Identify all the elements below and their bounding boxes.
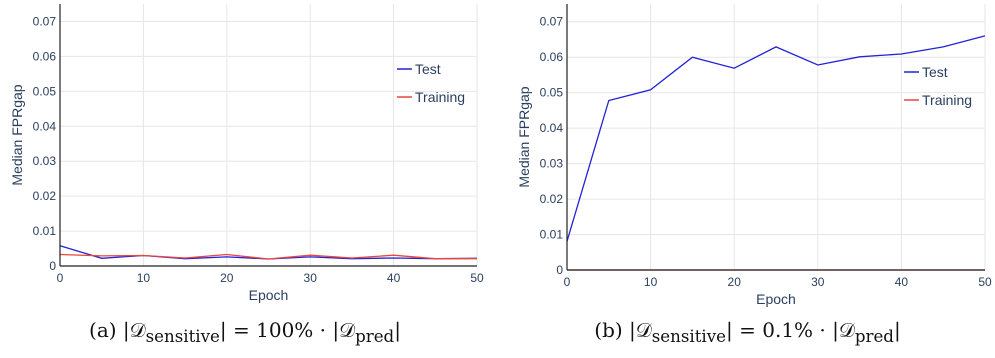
chart-a-xtick-label-2: 20 [220, 271, 234, 285]
chart-b-ytick-label-2: 0.02 [540, 192, 564, 206]
caption-b-prefix: (b) |𝒟 [594, 318, 652, 342]
chart-panel-b: 0 0.01 0.02 0.03 0.04 0.05 0.06 0.07 0 10 20 30 40 50… [500, 0, 995, 358]
chart-b-x-axis-title: Epoch [756, 291, 796, 307]
chart-b-ytick-label-6: 0.06 [540, 50, 564, 64]
chart-b-legend-label-test: Test [922, 64, 948, 80]
chart-a-ytick-label-1: 0.01 [33, 224, 57, 238]
chart-a-xtick-label-5: 50 [470, 271, 484, 285]
chart-a-ytick-label-5: 0.05 [33, 84, 57, 98]
caption-b-sub1: sensitive [651, 327, 727, 346]
chart-a-ytick-label-3: 0.03 [33, 154, 57, 168]
caption-a-middle: | = 100% · |𝒟 [219, 318, 356, 342]
chart-b-xtick-label-0: 0 [564, 275, 571, 289]
chart-b-ytick-label-3: 0.03 [540, 157, 564, 171]
chart-b-series-line-test [566, 35, 986, 242]
chart-b-y-axis-title: Median FPRgap [516, 86, 532, 187]
caption-b-sub2: pred [854, 327, 894, 346]
chart-a-ytick-label-4: 0.04 [33, 119, 57, 133]
caption-b: (b) |𝒟sensitive| = 0.1% · |𝒟pred| [500, 318, 995, 346]
caption-a-sub2: pred [355, 327, 395, 346]
chart-b-xtick-label-5: 50 [978, 275, 992, 289]
chart-a-legend-label-training: Training [415, 89, 465, 105]
chart-b-ytick-label-4: 0.04 [540, 121, 564, 135]
caption-a-suffix: | [394, 318, 401, 342]
chart-a-legend-label-test: Test [415, 61, 441, 77]
chart-a-xtick-label-3: 30 [304, 271, 318, 285]
chart-a-series-line-training [59, 253, 477, 260]
chart-a-ytick-label-0: 0 [49, 259, 56, 273]
chart-b-svg: 0 0.01 0.02 0.03 0.04 0.05 0.06 0.07 0 10 20 30 40 50… [516, 4, 992, 307]
chart-a-svg: 0 0.01 0.02 0.03 0.04 0.05 0.06 0.07 0 10 20 30 40 50… [9, 4, 484, 303]
chart-b-legend-label-training: Training [922, 92, 972, 108]
caption-a: (a) |𝒟sensitive| = 100% · |𝒟pred| [0, 318, 490, 346]
chart-a-ytick-label-7: 0.07 [33, 14, 57, 28]
chart-a-x-axis-title: Epoch [249, 287, 289, 303]
chart-a-xtick-label-4: 40 [387, 271, 401, 285]
chart-a-y-axis-title: Median FPRgap [9, 84, 25, 185]
chart-a-xtick-label-1: 10 [137, 271, 151, 285]
chart-a-ytick-label-2: 0.02 [33, 189, 57, 203]
chart-b-xtick-label-4: 40 [895, 275, 909, 289]
caption-a-prefix: (a) |𝒟 [89, 318, 146, 342]
chart-b-ytick-label-1: 0.01 [540, 228, 564, 242]
chart-b-ytick-label-5: 0.05 [540, 86, 564, 100]
chart-b-xtick-label-2: 20 [728, 275, 742, 289]
caption-a-sub1: sensitive [145, 327, 220, 346]
chart-b-ytick-label-0: 0 [556, 263, 563, 277]
chart-b-xtick-label-1: 10 [644, 275, 658, 289]
chart-b-ytick-label-7: 0.07 [540, 15, 564, 29]
caption-b-middle: | = 0.1% · |𝒟 [726, 318, 855, 342]
chart-b-xtick-label-3: 30 [811, 275, 825, 289]
chart-panel-a: 0 0.01 0.02 0.03 0.04 0.05 0.06 0.07 0 10 20 30 40 50… [0, 0, 490, 358]
chart-a-ytick-label-6: 0.06 [33, 49, 57, 63]
caption-b-suffix: | [893, 318, 901, 342]
chart-a-xtick-label-0: 0 [57, 271, 64, 285]
